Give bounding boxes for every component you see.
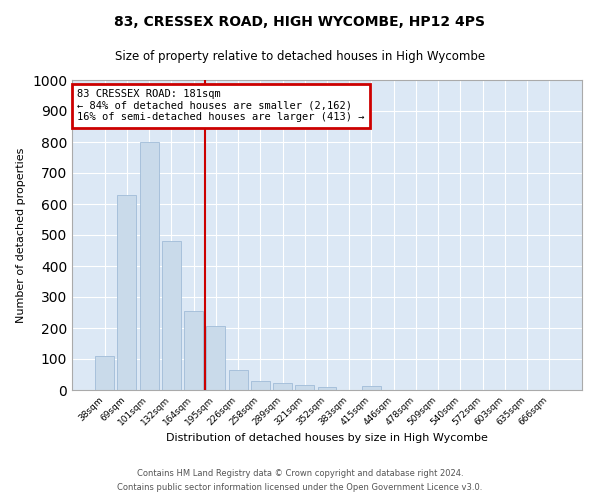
Bar: [295, 386, 314, 390]
Bar: [162, 241, 181, 390]
Bar: [206, 326, 225, 390]
Text: Size of property relative to detached houses in High Wycombe: Size of property relative to detached ho…: [115, 50, 485, 63]
Bar: [229, 370, 248, 390]
Bar: [362, 386, 381, 390]
X-axis label: Distribution of detached houses by size in High Wycombe: Distribution of detached houses by size …: [166, 432, 488, 442]
Text: 83, CRESSEX ROAD, HIGH WYCOMBE, HP12 4PS: 83, CRESSEX ROAD, HIGH WYCOMBE, HP12 4PS: [115, 15, 485, 29]
Bar: [317, 387, 337, 390]
Y-axis label: Number of detached properties: Number of detached properties: [16, 148, 26, 322]
Text: Contains HM Land Registry data © Crown copyright and database right 2024.: Contains HM Land Registry data © Crown c…: [137, 468, 463, 477]
Text: 83 CRESSEX ROAD: 181sqm
← 84% of detached houses are smaller (2,162)
16% of semi: 83 CRESSEX ROAD: 181sqm ← 84% of detache…: [77, 90, 365, 122]
Bar: [184, 311, 203, 390]
Bar: [251, 380, 270, 390]
Bar: [118, 194, 136, 390]
Bar: [273, 383, 292, 390]
Bar: [140, 142, 158, 390]
Text: Contains public sector information licensed under the Open Government Licence v3: Contains public sector information licen…: [118, 484, 482, 492]
Bar: [95, 356, 114, 390]
